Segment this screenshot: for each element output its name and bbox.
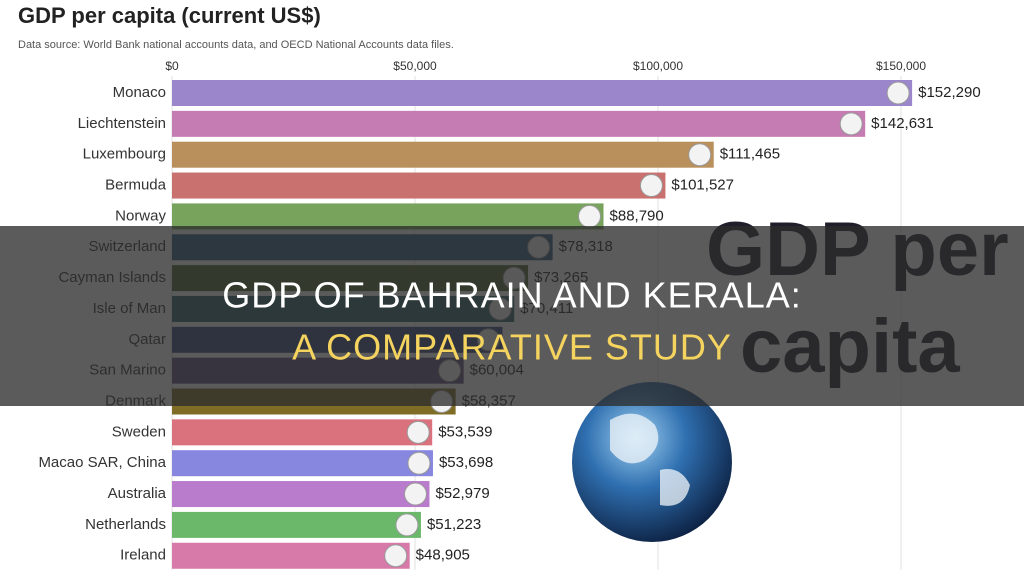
value-label: $48,905 [416, 547, 470, 564]
bar [172, 542, 410, 569]
flag [384, 544, 408, 568]
value-label: $52,979 [435, 485, 489, 502]
value-label: $142,631 [871, 115, 934, 132]
value-label: $53,698 [439, 454, 493, 471]
x-tick-label: $0 [165, 59, 179, 73]
bar [172, 141, 714, 168]
globe-clouds [610, 413, 690, 506]
value-label: $53,539 [438, 423, 492, 440]
headline-line: A COMPARATIVE STUDY [292, 327, 732, 368]
bar [172, 481, 430, 508]
flag [886, 81, 910, 105]
flag [688, 143, 712, 167]
y-tick-label: Macao SAR, China [38, 454, 166, 471]
bar [172, 172, 666, 199]
chart-title: GDP per capita (current US$) [18, 3, 321, 28]
flag [407, 451, 431, 475]
value-label: $152,290 [918, 84, 981, 101]
value-label: $111,465 [720, 146, 780, 163]
value-label: $101,527 [671, 177, 734, 194]
y-tick-label: Netherlands [85, 516, 166, 533]
value-label: $88,790 [610, 207, 664, 224]
bar [172, 80, 913, 106]
x-tick-label: $150,000 [876, 59, 926, 73]
y-tick-label: Sweden [112, 423, 166, 440]
y-tick-label: Australia [108, 485, 167, 502]
x-tick-label: $100,000 [633, 59, 683, 73]
y-tick-label: Norway [115, 207, 166, 224]
bar [172, 110, 866, 137]
flag [403, 482, 427, 506]
flag [578, 204, 602, 228]
flag [395, 513, 419, 537]
bar [172, 511, 421, 538]
bar [172, 450, 433, 477]
bar [172, 419, 433, 446]
y-tick-label: Luxembourg [83, 146, 166, 163]
headline-line: GDP OF BAHRAIN AND KERALA: [222, 275, 801, 316]
x-tick-label: $50,000 [393, 59, 437, 73]
y-tick-label: Ireland [120, 547, 166, 564]
flag [639, 174, 663, 198]
y-tick-label: Monaco [113, 84, 166, 101]
y-tick-label: Liechtenstein [78, 115, 166, 132]
y-tick-label: Bermuda [105, 177, 167, 194]
flag [839, 112, 863, 136]
chart-subtitle: Data source: World Bank national account… [18, 39, 454, 51]
flag [406, 420, 430, 444]
value-label: $51,223 [427, 516, 481, 533]
bar [172, 203, 604, 230]
headline-band [0, 226, 1024, 406]
